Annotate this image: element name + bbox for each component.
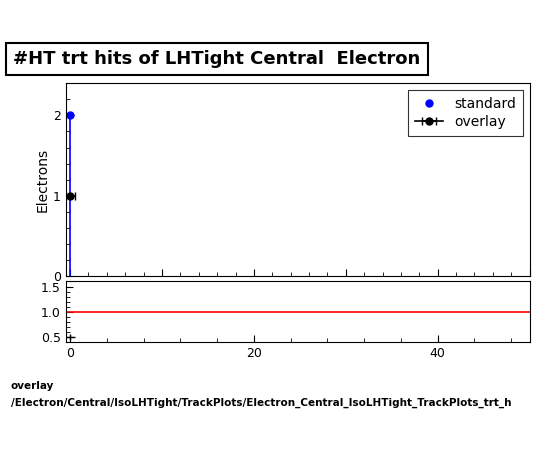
Y-axis label: Electrons: Electrons — [36, 148, 50, 212]
Text: #HT trt hits of LHTight Central  Electron: #HT trt hits of LHTight Central Electron — [13, 50, 420, 68]
Text: overlay: overlay — [11, 381, 54, 391]
Text: /Electron/Central/IsoLHTight/TrackPlots/Electron_Central_IsoLHTight_TrackPlots_t: /Electron/Central/IsoLHTight/TrackPlots/… — [11, 397, 512, 407]
Legend: standard, overlay: standard, overlay — [408, 90, 523, 136]
